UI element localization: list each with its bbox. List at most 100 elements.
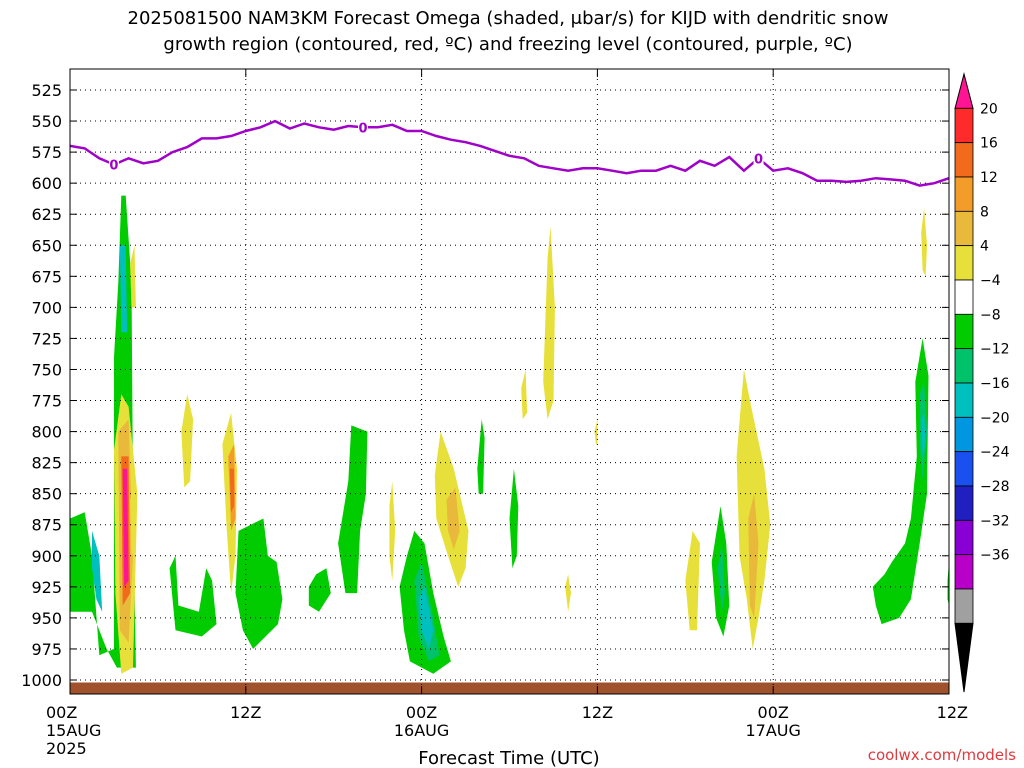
omega-area-23 xyxy=(477,419,485,494)
y-tick-label-1000: 1000 xyxy=(21,671,62,690)
y-tick-label-750: 750 xyxy=(31,360,62,379)
surface-band xyxy=(70,682,949,694)
y-tick-label-600: 600 xyxy=(31,174,62,193)
freezing-label-bg-1 xyxy=(358,119,368,134)
colorbar-bottom-triangle xyxy=(954,622,974,693)
colorbar-label-5: −4 xyxy=(980,273,1001,289)
y-tick-label-850: 850 xyxy=(31,485,62,504)
omega-area-24 xyxy=(509,468,519,569)
y-tick-label-900: 900 xyxy=(31,547,62,566)
omega-area-8 xyxy=(130,493,136,556)
colorbar-top-triangle xyxy=(954,72,974,109)
omega-area-28 xyxy=(565,574,571,612)
colorbar-box-4 xyxy=(954,210,974,247)
colorbar-label-10: −24 xyxy=(980,445,1010,461)
plot-border xyxy=(69,68,950,695)
omega-area-14 xyxy=(235,518,283,649)
x-tick-label-0-1: 15AUG xyxy=(46,721,101,740)
omega-area-31 xyxy=(717,543,725,612)
x-tick-label-0-0: 00Z xyxy=(46,703,77,722)
y-tick-label-725: 725 xyxy=(31,329,62,348)
colorbar-box-5 xyxy=(954,245,974,281)
y-tick-label-525: 525 xyxy=(31,81,62,100)
y-tick-label-650: 650 xyxy=(31,236,62,255)
omega-area-20 xyxy=(418,586,434,649)
freezing-level-contour: 0 0 0 xyxy=(70,119,949,187)
omega-area-38 xyxy=(921,208,927,277)
colorbar-label-4: 4 xyxy=(980,239,989,255)
chart-title-line1: 2025081500 NAM3KM Forecast Omega (shaded… xyxy=(128,8,889,29)
omega-area-6 xyxy=(122,468,129,587)
y-tick-label-550: 550 xyxy=(31,112,62,131)
y-tick-label-975: 975 xyxy=(31,640,62,659)
omega-area-15 xyxy=(308,568,331,612)
colorbar-label-1: 16 xyxy=(980,136,998,152)
colorbar-box-3 xyxy=(954,176,974,212)
y-tick-label-875: 875 xyxy=(31,516,62,535)
y-tick-label-800: 800 xyxy=(31,423,62,442)
colorbar: 20 16 12 8 4 −4 −8 −12 −16 −20 −24 −28 −32 −36 xyxy=(954,72,1010,693)
colorbar-box-1 xyxy=(954,107,974,144)
x-tick-label-3-0: 12Z xyxy=(582,703,613,722)
colorbar-label-13: −36 xyxy=(980,548,1010,564)
credit-text: coolwx.com/models xyxy=(868,746,1016,764)
colorbar-box-10 xyxy=(954,416,974,453)
freezing-level-label-0: 0 xyxy=(109,159,118,174)
x-tick-label-5-0: 12Z xyxy=(937,703,968,722)
y-tick-label-925: 925 xyxy=(31,578,62,597)
colorbar-label-8: −16 xyxy=(980,376,1010,392)
x-tick-label-4-1: 17AUG xyxy=(745,721,800,740)
omega-area-36 xyxy=(921,412,926,457)
omega-area-2 xyxy=(119,245,128,333)
omega-area-16 xyxy=(338,425,368,594)
colorbar-box-9 xyxy=(954,382,974,418)
grid-lines xyxy=(70,69,949,694)
colorbar-box-15 xyxy=(954,588,974,624)
omega-area-34 xyxy=(872,338,929,625)
colorbar-label-2: 12 xyxy=(980,170,998,186)
colorbar-box-13 xyxy=(954,519,974,556)
omega-area-12 xyxy=(229,468,235,513)
freezing-level-label-2: 0 xyxy=(754,152,763,167)
y-tick-label-825: 825 xyxy=(31,454,62,473)
colorbar-label-3: 8 xyxy=(980,204,989,220)
x-axis-label: Forecast Time (UTC) xyxy=(418,748,599,768)
x-tick-label-0-2: 2025 xyxy=(46,739,87,758)
freezing-label-bg-2 xyxy=(753,150,764,165)
y-tick-label-575: 575 xyxy=(31,143,62,162)
freezing-level-label-1: 0 xyxy=(358,121,367,136)
colorbar-box-6 xyxy=(954,279,974,315)
omega-area-29 xyxy=(685,530,700,631)
colorbar-box-14 xyxy=(954,554,974,590)
x-tick-label-2-0: 00Z xyxy=(406,703,437,722)
colorbar-label-11: −28 xyxy=(980,479,1010,495)
colorbar-box-7 xyxy=(954,313,974,350)
colorbar-box-2 xyxy=(954,142,974,178)
omega-area-13 xyxy=(169,555,217,637)
plot-content: 0 0 0 xyxy=(70,69,949,694)
chart-title-line2: growth region (contoured, red, ºC) and f… xyxy=(163,34,852,55)
x-tick-label-1-0: 12Z xyxy=(230,703,261,722)
colorbar-box-11 xyxy=(954,451,974,487)
omega-area-9 xyxy=(181,394,194,488)
surface-terrain xyxy=(70,682,949,694)
colorbar-box-12 xyxy=(954,485,974,521)
omega-area-22 xyxy=(446,487,460,550)
y-axis: 525 550 575 600 625 650 675 700 725 750 775 800 825 8… xyxy=(21,81,949,690)
x-tick-label-2-1: 16AUG xyxy=(394,721,449,740)
colorbar-label-6: −8 xyxy=(980,307,1001,323)
x-tick-label-4-0: 00Z xyxy=(758,703,789,722)
omega-area-7 xyxy=(130,245,136,308)
y-tick-label-950: 950 xyxy=(31,609,62,628)
freezing-level-line xyxy=(70,119,949,187)
freezing-label-bg-0 xyxy=(108,156,119,171)
y-tick-label-625: 625 xyxy=(31,205,62,224)
omega-area-25 xyxy=(521,369,528,420)
colorbar-box-8 xyxy=(954,348,974,384)
omega-area-1 xyxy=(92,530,103,612)
omega-area-26 xyxy=(543,226,555,420)
y-tick-label-775: 775 xyxy=(31,392,62,411)
colorbar-label-7: −12 xyxy=(980,342,1010,358)
